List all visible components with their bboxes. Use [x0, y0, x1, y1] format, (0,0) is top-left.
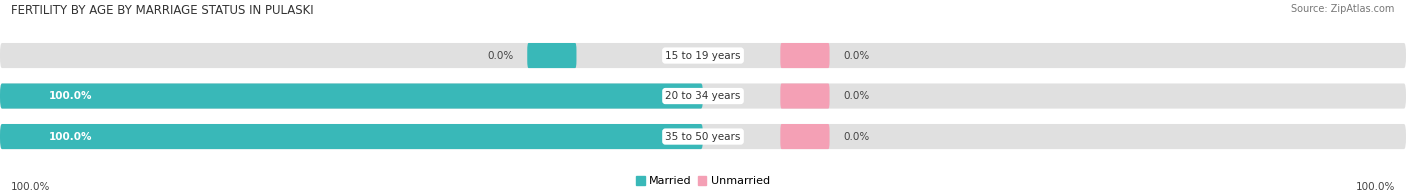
Legend: Married, Unmarried: Married, Unmarried — [631, 171, 775, 191]
Text: FERTILITY BY AGE BY MARRIAGE STATUS IN PULASKI: FERTILITY BY AGE BY MARRIAGE STATUS IN P… — [11, 4, 314, 17]
Text: 20 to 34 years: 20 to 34 years — [665, 91, 741, 101]
FancyBboxPatch shape — [780, 124, 830, 149]
FancyBboxPatch shape — [0, 43, 1406, 68]
Text: 0.0%: 0.0% — [844, 91, 870, 101]
FancyBboxPatch shape — [527, 43, 576, 68]
FancyBboxPatch shape — [780, 43, 830, 68]
Text: 100.0%: 100.0% — [1355, 182, 1395, 192]
Text: 15 to 19 years: 15 to 19 years — [665, 51, 741, 61]
Text: 35 to 50 years: 35 to 50 years — [665, 132, 741, 142]
FancyBboxPatch shape — [780, 83, 830, 109]
Text: 100.0%: 100.0% — [49, 132, 93, 142]
Text: 0.0%: 0.0% — [486, 51, 513, 61]
Text: 100.0%: 100.0% — [49, 91, 93, 101]
FancyBboxPatch shape — [0, 124, 703, 149]
FancyBboxPatch shape — [0, 83, 703, 109]
Text: Source: ZipAtlas.com: Source: ZipAtlas.com — [1291, 4, 1395, 14]
FancyBboxPatch shape — [0, 124, 1406, 149]
Text: 0.0%: 0.0% — [844, 51, 870, 61]
Text: 100.0%: 100.0% — [11, 182, 51, 192]
Text: 0.0%: 0.0% — [844, 132, 870, 142]
FancyBboxPatch shape — [0, 83, 1406, 109]
